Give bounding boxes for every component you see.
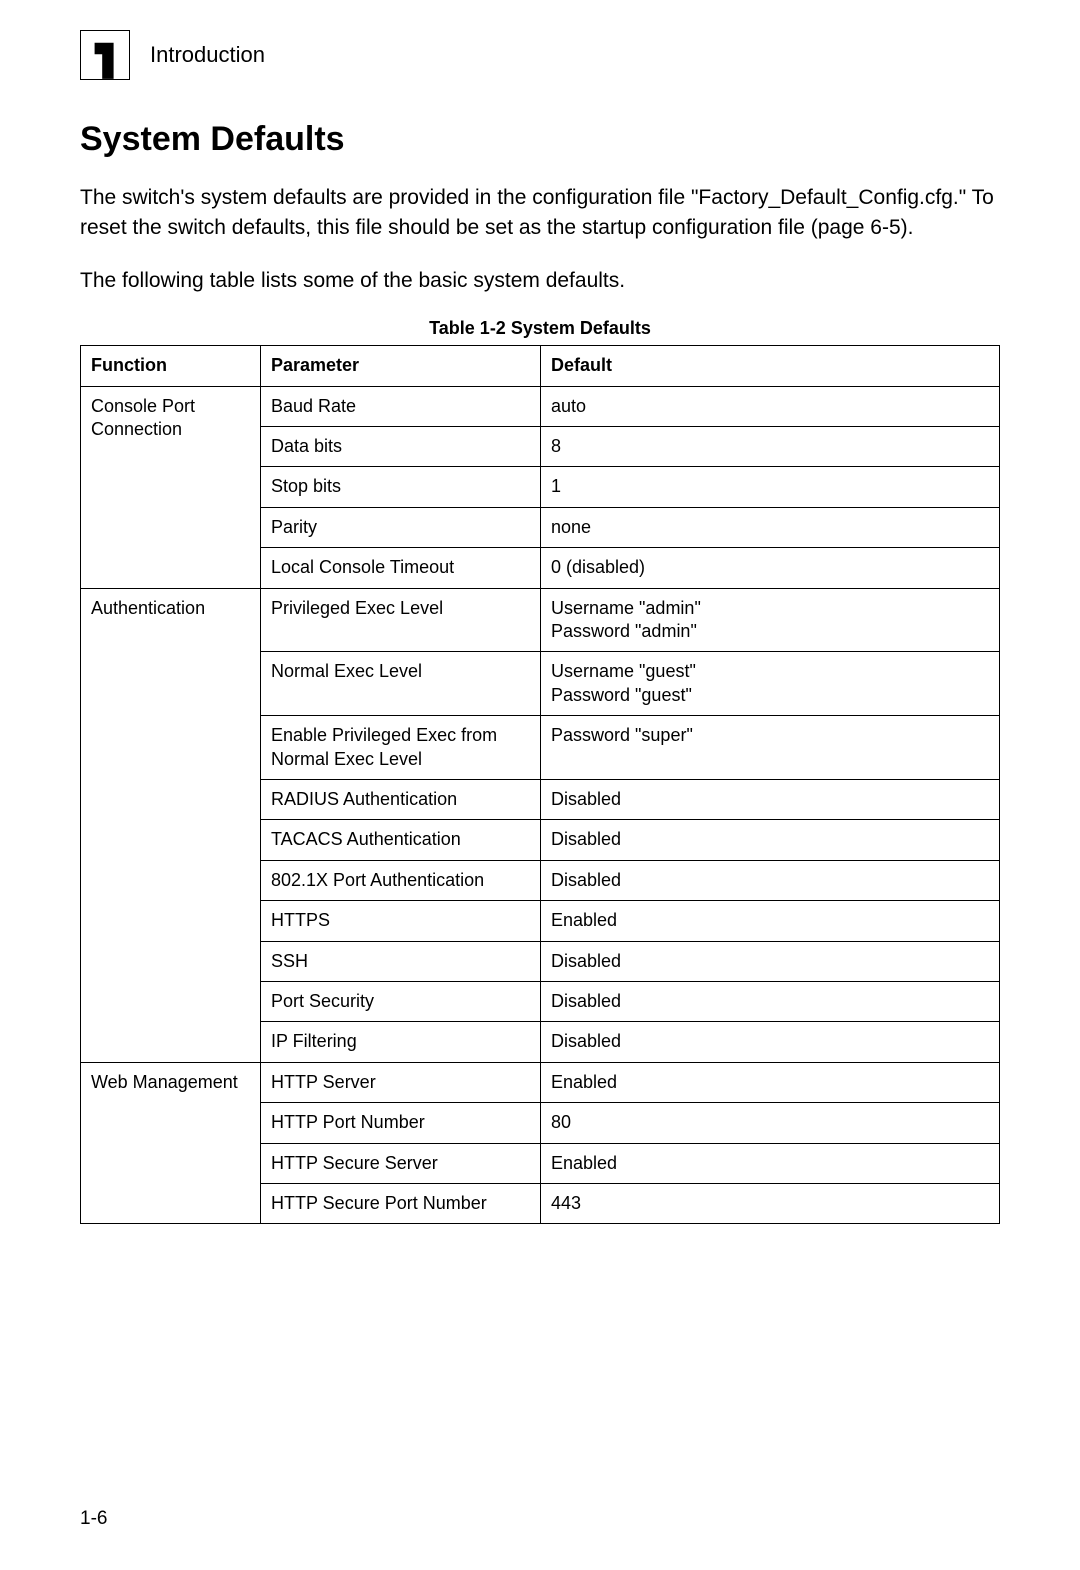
cell-parameter: Local Console Timeout	[261, 548, 541, 588]
cell-parameter: Normal Exec Level	[261, 652, 541, 716]
cell-default: none	[541, 507, 1000, 547]
cell-default: Disabled	[541, 941, 1000, 981]
cell-parameter: Data bits	[261, 427, 541, 467]
page-title: System Defaults	[80, 120, 1000, 159]
intro-paragraph-1: The switch's system defaults are provide…	[80, 183, 1000, 244]
cell-default: Enabled	[541, 1062, 1000, 1102]
cell-parameter: HTTP Port Number	[261, 1103, 541, 1143]
col-function: Function	[81, 346, 261, 386]
cell-default: 80	[541, 1103, 1000, 1143]
table-row: AuthenticationPrivileged Exec LevelUsern…	[81, 588, 1000, 652]
cell-parameter: RADIUS Authentication	[261, 780, 541, 820]
cell-default: Username "guest"Password "guest"	[541, 652, 1000, 716]
intro-paragraph-2: The following table lists some of the ba…	[80, 266, 1000, 296]
cell-default: 443	[541, 1183, 1000, 1223]
table-row: Console Port ConnectionBaud Rateauto	[81, 386, 1000, 426]
cell-function: Authentication	[81, 588, 261, 1062]
cell-parameter: HTTP Server	[261, 1062, 541, 1102]
cell-default: 0 (disabled)	[541, 548, 1000, 588]
cell-parameter: Stop bits	[261, 467, 541, 507]
table-header-row: Function Parameter Default	[81, 346, 1000, 386]
cell-parameter: IP Filtering	[261, 1022, 541, 1062]
page-number: 1-6	[80, 1508, 107, 1530]
cell-parameter: HTTP Secure Server	[261, 1143, 541, 1183]
cell-default: 1	[541, 467, 1000, 507]
cell-default: Disabled	[541, 820, 1000, 860]
section-title: Introduction	[150, 42, 265, 68]
cell-default: Enabled	[541, 901, 1000, 941]
cell-parameter: Enable Privileged Exec from Normal Exec …	[261, 716, 541, 780]
cell-default: Password "super"	[541, 716, 1000, 780]
cell-parameter: Baud Rate	[261, 386, 541, 426]
cell-parameter: HTTP Secure Port Number	[261, 1183, 541, 1223]
cell-parameter: Port Security	[261, 981, 541, 1021]
cell-default: Disabled	[541, 780, 1000, 820]
cell-parameter: 802.1X Port Authentication	[261, 860, 541, 900]
cell-default: Enabled	[541, 1143, 1000, 1183]
cell-function: Console Port Connection	[81, 386, 261, 588]
cell-parameter: TACACS Authentication	[261, 820, 541, 860]
table-caption: Table 1-2 System Defaults	[80, 318, 1000, 339]
table-row: Web ManagementHTTP ServerEnabled	[81, 1062, 1000, 1102]
document-page: Introduction System Defaults The switch'…	[0, 0, 1080, 1570]
cell-parameter: Parity	[261, 507, 541, 547]
cell-parameter: HTTPS	[261, 901, 541, 941]
cell-default: 8	[541, 427, 1000, 467]
cell-default: Disabled	[541, 1022, 1000, 1062]
col-default: Default	[541, 346, 1000, 386]
page-header: Introduction	[80, 30, 1000, 80]
cell-default: Disabled	[541, 981, 1000, 1021]
cell-parameter: SSH	[261, 941, 541, 981]
cell-default: auto	[541, 386, 1000, 426]
cell-function: Web Management	[81, 1062, 261, 1224]
cell-default: Disabled	[541, 860, 1000, 900]
system-defaults-table: Function Parameter Default Console Port …	[80, 345, 1000, 1224]
col-parameter: Parameter	[261, 346, 541, 386]
cell-parameter: Privileged Exec Level	[261, 588, 541, 652]
chapter-number-icon	[80, 30, 130, 80]
cell-default: Username "admin"Password "admin"	[541, 588, 1000, 652]
